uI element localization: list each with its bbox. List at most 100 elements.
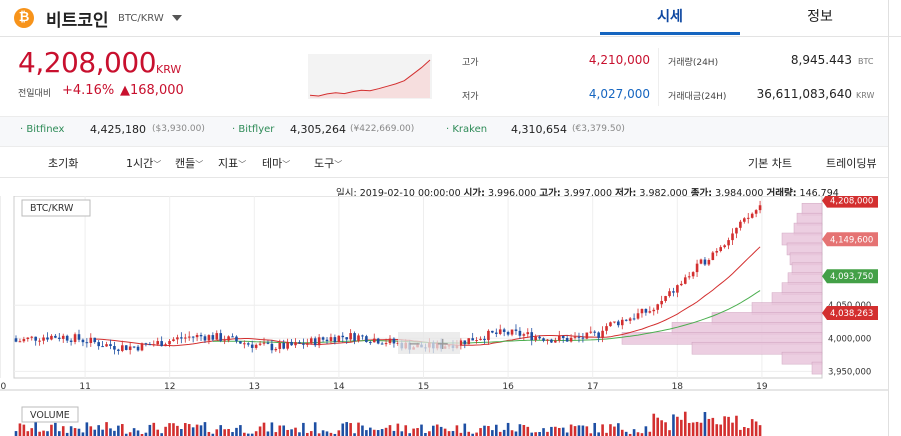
volume-bar xyxy=(85,422,89,436)
exchange-name[interactable]: · Kraken xyxy=(446,124,488,135)
volume-bar xyxy=(672,414,675,436)
volume-bar xyxy=(199,425,203,436)
candle-body xyxy=(156,341,160,345)
candle-body xyxy=(250,344,254,348)
candle-body xyxy=(636,313,640,319)
x-tick-label: 10 xyxy=(0,382,6,392)
tools-dropdown[interactable]: 도구﹀ xyxy=(314,155,342,171)
candle-body xyxy=(30,336,34,338)
panel-border xyxy=(888,0,889,436)
candle-body xyxy=(93,337,97,343)
current-price: 4,208,000 xyxy=(18,46,157,79)
zoom-out-icon[interactable]: − xyxy=(408,334,421,353)
volume-profile-bar xyxy=(811,361,823,375)
coin-pair[interactable]: BTC/KRW xyxy=(118,13,164,24)
volume-bar xyxy=(581,425,585,436)
candle-body xyxy=(239,341,242,344)
candle-body xyxy=(325,339,329,341)
candle-body xyxy=(101,346,104,348)
volume-bar xyxy=(148,424,152,436)
volume-bar xyxy=(475,432,478,436)
volume-bar xyxy=(274,432,278,436)
chevron-down-icon[interactable] xyxy=(172,15,182,21)
candle-body xyxy=(365,336,368,343)
volume-bar xyxy=(534,432,537,436)
volume-bar xyxy=(365,430,368,436)
candle-body xyxy=(687,276,691,278)
volume-bar xyxy=(262,422,266,436)
candle-body xyxy=(105,344,108,347)
theme-dropdown[interactable]: 테마﹀ xyxy=(262,155,290,171)
exchange-name[interactable]: · Bitflyer xyxy=(232,124,275,135)
exchange-name-text: Kraken xyxy=(452,124,488,135)
volume-bar xyxy=(42,430,45,436)
volume-bar xyxy=(648,431,652,436)
candle-body xyxy=(290,341,293,346)
candle-body xyxy=(258,343,262,345)
volume-bar xyxy=(227,428,230,436)
exchange-name[interactable]: · Bitfinex xyxy=(20,124,65,135)
candle-body xyxy=(353,333,356,341)
volume-value: 8,945.443 xyxy=(790,53,852,67)
volume-bar xyxy=(432,425,435,436)
volume-bar xyxy=(46,431,49,436)
candle-dropdown[interactable]: 캔들﹀ xyxy=(175,155,203,171)
volume-bar xyxy=(61,426,65,436)
volume-bar xyxy=(463,423,467,436)
candle-body xyxy=(85,342,89,344)
tab-info[interactable]: 정보 xyxy=(807,9,833,25)
change-label: 전일대비 xyxy=(18,89,52,99)
candle-body xyxy=(302,343,305,345)
candle-body xyxy=(372,338,376,343)
candle-body xyxy=(376,338,380,344)
candlestick-chart[interactable]: − + BTC/KRW 3,950,0004,000,0004,050,0004… xyxy=(0,196,888,436)
volume-bar xyxy=(349,423,352,436)
candle-body xyxy=(215,333,219,340)
candle-body xyxy=(534,336,537,341)
volume-bar xyxy=(640,433,644,436)
exchange-price: 4,425,180 xyxy=(90,123,146,136)
zoom-control[interactable]: − + xyxy=(398,332,460,354)
volume-bar xyxy=(282,425,286,436)
volume-bar xyxy=(58,431,61,436)
candle-body xyxy=(144,343,148,345)
volume-bar xyxy=(400,431,404,436)
volume-bar xyxy=(707,418,711,436)
candle-body xyxy=(743,218,746,222)
candle-body xyxy=(109,344,112,347)
volume-bar xyxy=(695,421,699,436)
volume-bar xyxy=(676,416,679,436)
reset-button[interactable]: 초기화 xyxy=(48,157,79,170)
tradingview-button[interactable]: 트레이딩뷰 xyxy=(826,157,877,170)
basic-chart-button[interactable]: 기본 차트 xyxy=(748,157,792,170)
indicator-dropdown[interactable]: 지표﹀ xyxy=(218,155,246,171)
coin-name[interactable]: 비트코인 xyxy=(46,11,109,31)
volume-bar xyxy=(345,422,348,436)
zoom-in-icon[interactable]: + xyxy=(436,334,449,353)
candle-body xyxy=(494,332,498,334)
ohlc-high-label: 고가: xyxy=(539,188,561,199)
candle-body xyxy=(254,344,258,348)
candle-body xyxy=(731,233,734,241)
candle-body xyxy=(321,337,325,340)
chevron-down-icon: ﹀ xyxy=(334,160,343,169)
coin-header xyxy=(0,0,901,37)
candle-body xyxy=(278,342,282,349)
candle-body xyxy=(50,335,53,340)
volume-bar xyxy=(664,422,667,436)
candle-body xyxy=(266,342,270,344)
volume-bar xyxy=(396,423,400,436)
candle-body xyxy=(538,336,541,339)
volume-bar xyxy=(628,433,632,436)
volume-bar xyxy=(38,431,41,436)
candle-body xyxy=(550,339,553,343)
volume-bar xyxy=(246,433,250,436)
volume-bar xyxy=(369,427,372,436)
volume-bar xyxy=(321,430,325,436)
interval-dropdown[interactable]: 1시간﹀ xyxy=(126,155,161,171)
tab-market-price[interactable]: 시세 xyxy=(657,9,683,25)
volume-bar xyxy=(124,433,128,436)
candle-body xyxy=(61,335,65,339)
volume-bar xyxy=(471,433,474,436)
candle-body xyxy=(81,339,85,343)
